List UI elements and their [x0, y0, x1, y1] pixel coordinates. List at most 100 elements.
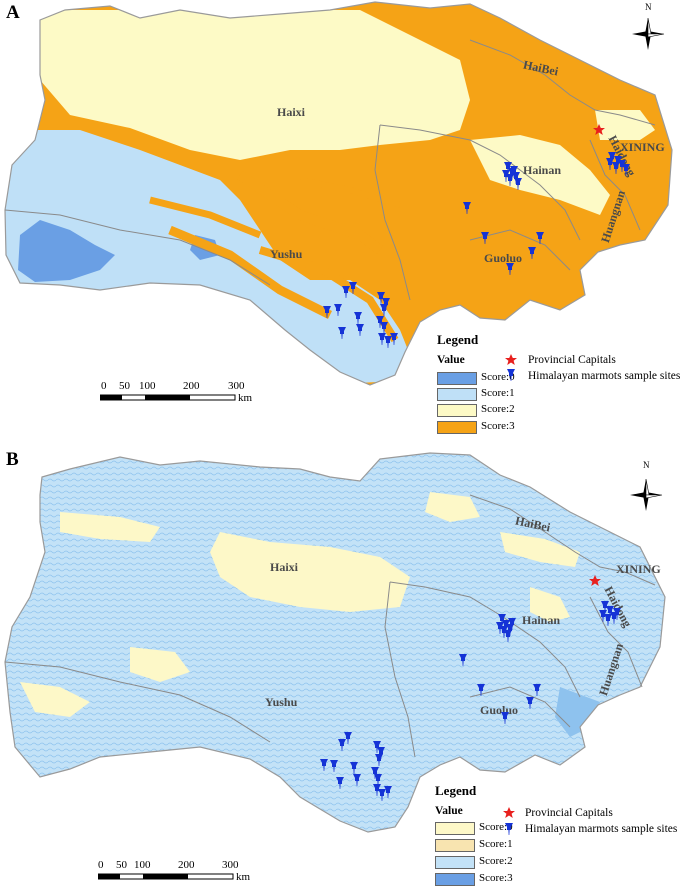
legend-label-0: Score:0 [481, 371, 515, 383]
sample-site-pin-icon [378, 789, 386, 801]
sample-site-pin-icon [380, 322, 388, 334]
legend-value-header: Value [437, 354, 465, 366]
sample-site-pin-icon [373, 784, 381, 796]
sample-site-pin-icon [528, 247, 536, 259]
provincial-capital-star-icon [589, 575, 601, 586]
sample-site-pin-icon [504, 630, 512, 642]
legend-label-2: Score:2 [479, 855, 513, 867]
legend-sites-label: Himalayan marmots sample sites [525, 823, 678, 835]
legend-capital-label: Provincial Capitals [528, 354, 616, 366]
scale-tick-0: 0 [98, 859, 104, 871]
provincial-capital-star-icon [593, 124, 605, 135]
region-label-yushu: Yushu [270, 247, 303, 261]
site-markers-a [323, 124, 630, 348]
sample-site-pin-icon [350, 762, 358, 774]
province-map-b [4, 452, 666, 833]
sample-site-pin-icon [502, 170, 510, 182]
north-label: N [645, 2, 652, 12]
sample-site-pin-icon [320, 759, 328, 771]
legend-swatch-3 [435, 873, 475, 886]
sample-site-pin-icon [506, 263, 514, 275]
legend-pin-icon [507, 369, 515, 381]
scale-tick-2: 100 [134, 859, 151, 871]
legend-pin-icon [505, 823, 513, 835]
sample-site-pin-icon [622, 164, 630, 176]
sample-site-pin-icon [336, 777, 344, 789]
legend-swatch-3 [437, 421, 477, 434]
sample-site-pin-icon [374, 774, 382, 786]
sample-site-pin-icon [384, 336, 392, 348]
region-label-hainan: Hainan [523, 163, 562, 177]
sample-site-pin-icon [508, 618, 516, 630]
panel-letter: B [6, 449, 19, 470]
scale-tick-3: 200 [183, 380, 200, 392]
scale-tick-4: 300 [222, 859, 239, 871]
sample-site-pin-icon [334, 304, 342, 316]
scale-unit: km [238, 392, 253, 404]
sample-site-pin-icon [349, 282, 357, 294]
sample-site-pin-icon [514, 178, 522, 190]
scale-unit: km [236, 871, 251, 883]
sample-site-pin-icon [371, 767, 379, 779]
legend-label-2: Score:2 [481, 403, 515, 415]
sample-site-pin-icon [338, 327, 346, 339]
scale-tick-1: 50 [116, 859, 127, 871]
sample-site-pin-icon [353, 774, 361, 786]
sample-site-pin-icon [510, 166, 518, 178]
legend-label-1: Score:1 [481, 387, 515, 399]
north-arrow-icon [630, 478, 663, 511]
province-map-a [4, 1, 673, 386]
legend-title: Legend [435, 783, 477, 798]
region-label-xining: XINING [616, 562, 661, 576]
legend-label-3: Score:3 [479, 872, 513, 884]
legend-title: Legend [437, 332, 479, 347]
map-panel-b: B Haixi HaiBei XINING Haidong Hainan Hua… [0, 447, 685, 889]
scale-bar-b [98, 873, 234, 880]
sample-site-pin-icon [323, 306, 331, 318]
sample-site-pin-icon [477, 684, 485, 696]
sample-site-pin-icon [599, 610, 607, 622]
region-label-hainan: Hainan [522, 613, 561, 627]
sample-site-pin-icon [338, 739, 346, 751]
sample-site-pin-icon [377, 292, 385, 304]
legend-swatch-1 [435, 839, 475, 852]
sample-sites-b [320, 601, 621, 801]
legend-swatch-0 [435, 822, 475, 835]
sample-site-pin-icon [330, 760, 338, 772]
legend-swatch-2 [435, 856, 475, 869]
scale-tick-4: 300 [228, 380, 245, 392]
region-label-haixi: Haixi [270, 560, 299, 574]
legend-label-0: Score:0 [479, 821, 513, 833]
north-arrow-icon [632, 17, 665, 50]
sample-site-pin-icon [342, 286, 350, 298]
sample-site-pin-icon [536, 232, 544, 244]
legend-capital-label: Provincial Capitals [525, 807, 613, 819]
sample-site-pin-icon [390, 333, 398, 345]
sample-site-pin-icon [618, 160, 626, 172]
sample-site-pin-icon [344, 732, 352, 744]
sample-site-pin-icon [481, 232, 489, 244]
legend-swatch-1 [437, 388, 477, 401]
legend-swatch-2 [437, 404, 477, 417]
sample-site-pin-icon [606, 158, 614, 170]
sample-site-pin-icon [612, 162, 620, 174]
scale-tick-3: 200 [178, 859, 195, 871]
scale-tick-0: 0 [101, 380, 107, 392]
sample-sites-a [323, 152, 630, 348]
legend-label-3: Score:3 [481, 420, 515, 432]
panel-letter: A [6, 2, 20, 23]
sample-site-pin-icon [384, 786, 392, 798]
region-label-guoluo: Guoluo [484, 251, 523, 265]
sample-site-pin-icon [613, 608, 621, 620]
map-panel-a: A Haixi HaiBei XINING Haidong Hainan Hua… [0, 0, 685, 442]
sample-site-pin-icon [604, 614, 612, 626]
scale-tick-2: 100 [139, 380, 156, 392]
region-label-yushu: Yushu [265, 695, 298, 709]
legend-star-icon [503, 807, 515, 818]
scale-tick-1: 50 [119, 380, 130, 392]
sample-site-pin-icon [463, 202, 471, 214]
legend-swatch-0 [437, 372, 477, 385]
sample-site-pin-icon [377, 747, 385, 759]
legend-value-header: Value [435, 805, 463, 817]
region-label-xining: XINING [620, 140, 665, 154]
